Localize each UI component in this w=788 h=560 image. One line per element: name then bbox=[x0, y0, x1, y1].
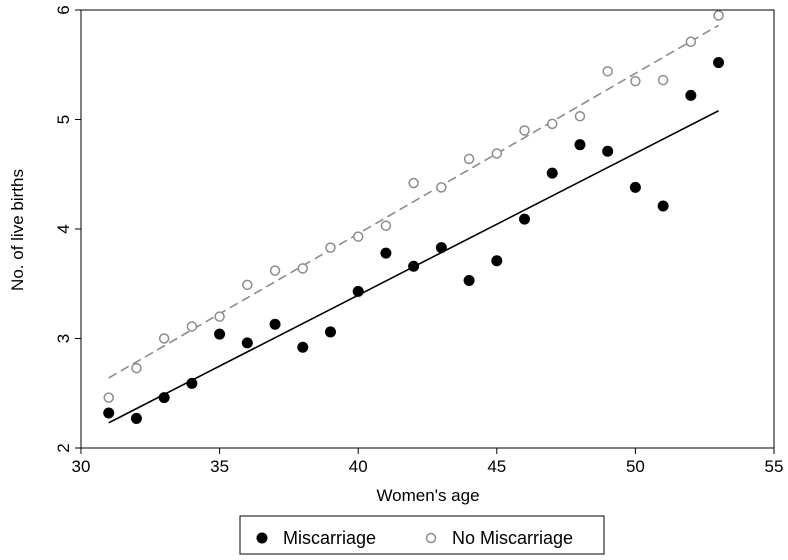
y-tick-label: 2 bbox=[54, 443, 73, 452]
x-tick-label: 35 bbox=[210, 457, 229, 476]
point-no-miscarriage bbox=[131, 362, 142, 374]
fit-line-no-miscarriage bbox=[108, 24, 719, 379]
plot-frame bbox=[80, 9, 775, 449]
point-miscarriage bbox=[352, 285, 364, 297]
point-no-miscarriage bbox=[408, 177, 419, 189]
point-miscarriage bbox=[297, 341, 309, 353]
y-tick-label: 5 bbox=[54, 115, 73, 124]
point-no-miscarriage bbox=[269, 265, 281, 276]
point-no-miscarriage bbox=[103, 392, 114, 403]
y-axis: 2 3 4 5 6 bbox=[54, 5, 81, 453]
y-tick-label: 3 bbox=[54, 334, 73, 343]
point-miscarriage bbox=[214, 328, 226, 340]
point-miscarriage bbox=[519, 213, 531, 225]
point-miscarriage bbox=[130, 412, 142, 424]
point-miscarriage bbox=[103, 407, 115, 419]
point-miscarriage bbox=[546, 167, 558, 179]
point-no-miscarriage bbox=[242, 279, 253, 291]
x-tick-label: 55 bbox=[765, 457, 784, 476]
point-miscarriage bbox=[241, 337, 253, 349]
point-miscarriage bbox=[408, 260, 420, 272]
point-no-miscarriage bbox=[158, 333, 170, 344]
point-no-miscarriage bbox=[602, 66, 613, 77]
point-miscarriage bbox=[324, 326, 336, 338]
point-miscarriage bbox=[186, 377, 198, 389]
y-tick-label: 4 bbox=[54, 224, 73, 233]
legend-label-no-miscarriage: No Miscarriage bbox=[452, 528, 573, 548]
point-miscarriage bbox=[380, 247, 392, 259]
point-no-miscarriage bbox=[436, 182, 447, 193]
y-axis-title: No. of live births bbox=[8, 169, 27, 291]
plot-area bbox=[80, 9, 775, 449]
point-miscarriage bbox=[713, 57, 725, 69]
point-miscarriage bbox=[491, 255, 503, 267]
point-no-miscarriage bbox=[186, 321, 198, 332]
point-no-miscarriage bbox=[463, 153, 475, 165]
x-axis: 30 35 40 45 50 55 bbox=[72, 448, 784, 476]
point-miscarriage bbox=[629, 181, 641, 193]
x-tick-label: 30 bbox=[72, 457, 91, 476]
point-no-miscarriage bbox=[657, 74, 669, 86]
x-tick-label: 50 bbox=[626, 457, 645, 476]
point-miscarriage bbox=[463, 274, 475, 286]
point-miscarriage bbox=[602, 145, 614, 157]
point-miscarriage bbox=[435, 242, 447, 254]
point-miscarriage bbox=[158, 392, 170, 404]
point-miscarriage bbox=[685, 89, 697, 101]
point-no-miscarriage bbox=[352, 231, 364, 242]
point-miscarriage bbox=[269, 318, 281, 330]
point-miscarriage bbox=[574, 139, 586, 151]
point-no-miscarriage bbox=[380, 220, 392, 231]
legend: Miscarriage No Miscarriage bbox=[239, 515, 605, 555]
point-no-miscarriage bbox=[214, 311, 225, 322]
legend-marker-no-miscarriage bbox=[425, 532, 437, 544]
point-no-miscarriage bbox=[297, 263, 309, 274]
x-tick-label: 45 bbox=[487, 457, 506, 476]
point-no-miscarriage bbox=[546, 118, 558, 130]
fit-lines bbox=[108, 24, 719, 424]
point-no-miscarriage bbox=[519, 125, 530, 136]
point-no-miscarriage bbox=[685, 36, 697, 48]
point-no-miscarriage bbox=[574, 110, 586, 122]
point-miscarriage bbox=[657, 200, 669, 212]
point-no-miscarriage bbox=[713, 10, 724, 21]
data-points bbox=[103, 10, 725, 424]
x-tick-label: 40 bbox=[349, 457, 368, 476]
point-no-miscarriage bbox=[491, 148, 503, 159]
legend-box bbox=[239, 515, 605, 555]
y-tick-label: 6 bbox=[54, 5, 73, 14]
x-axis-title: Women's age bbox=[376, 486, 479, 505]
legend-marker-miscarriage bbox=[256, 532, 268, 544]
legend-label-miscarriage: Miscarriage bbox=[283, 528, 376, 548]
point-no-miscarriage bbox=[630, 75, 641, 87]
point-no-miscarriage bbox=[325, 242, 336, 253]
